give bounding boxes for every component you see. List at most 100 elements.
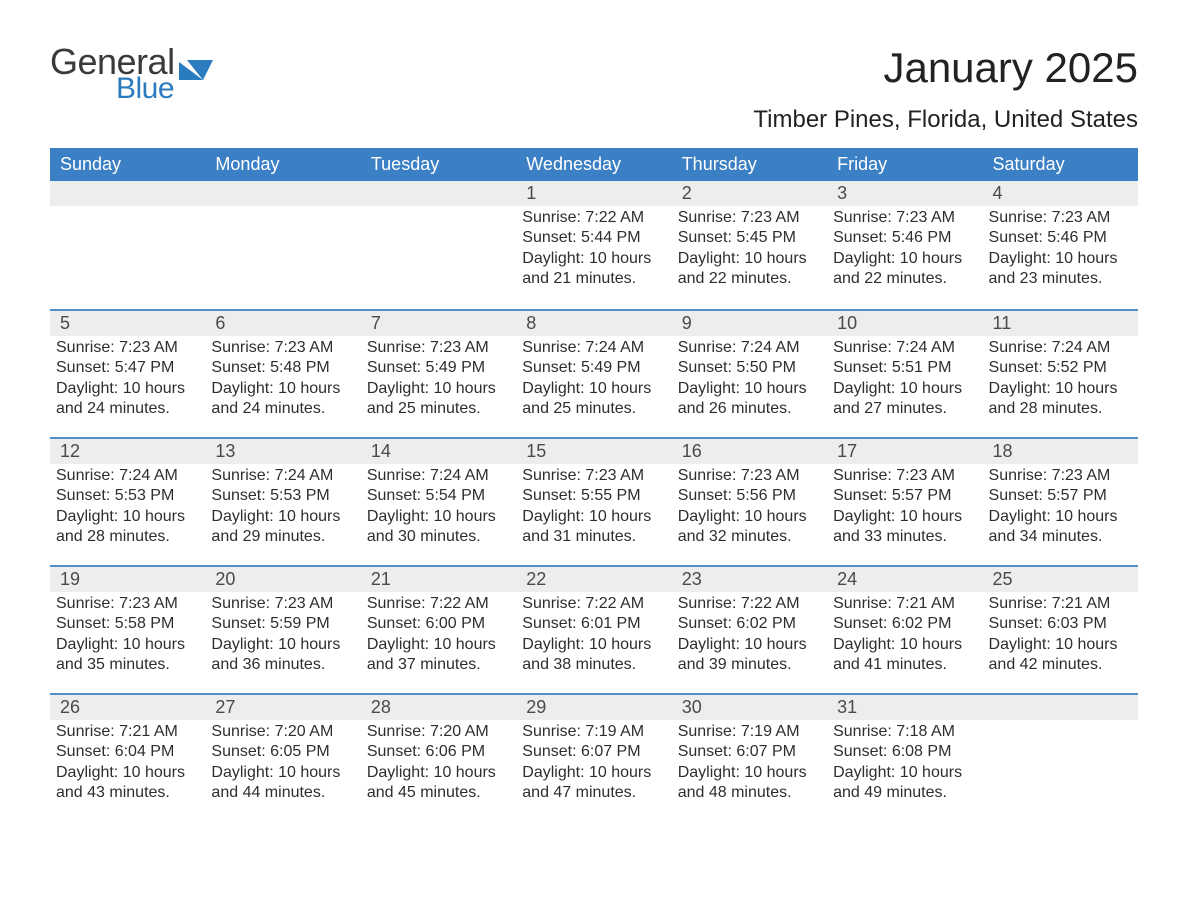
sunrise-line: Sunrise: 7:24 AM [56, 466, 199, 486]
sunrise-line: Sunrise: 7:20 AM [211, 722, 354, 742]
calendar-day: 6Sunrise: 7:23 AMSunset: 5:48 PMDaylight… [205, 311, 360, 437]
calendar-day: 13Sunrise: 7:24 AMSunset: 5:53 PMDayligh… [205, 439, 360, 565]
sunrise-line: Sunrise: 7:24 AM [367, 466, 510, 486]
sunset-line: Sunset: 5:53 PM [56, 486, 199, 506]
sunrise-line: Sunrise: 7:23 AM [211, 338, 354, 358]
calendar-day [361, 181, 516, 309]
daylight-line: Daylight: 10 hours and 22 minutes. [833, 249, 976, 290]
sunset-line: Sunset: 5:58 PM [56, 614, 199, 634]
calendar-day: 20Sunrise: 7:23 AMSunset: 5:59 PMDayligh… [205, 567, 360, 693]
day-body: Sunrise: 7:21 AMSunset: 6:03 PMDaylight:… [983, 592, 1138, 676]
sunrise-line: Sunrise: 7:21 AM [989, 594, 1132, 614]
calendar-day: 8Sunrise: 7:24 AMSunset: 5:49 PMDaylight… [516, 311, 671, 437]
daylight-line: Daylight: 10 hours and 24 minutes. [56, 379, 199, 420]
sunrise-line: Sunrise: 7:22 AM [522, 594, 665, 614]
calendar-day: 28Sunrise: 7:20 AMSunset: 6:06 PMDayligh… [361, 695, 516, 821]
day-body: Sunrise: 7:24 AMSunset: 5:53 PMDaylight:… [50, 464, 205, 548]
sunset-line: Sunset: 6:07 PM [522, 742, 665, 762]
sunrise-line: Sunrise: 7:24 AM [833, 338, 976, 358]
calendar-day: 26Sunrise: 7:21 AMSunset: 6:04 PMDayligh… [50, 695, 205, 821]
calendar-day: 2Sunrise: 7:23 AMSunset: 5:45 PMDaylight… [672, 181, 827, 309]
daylight-line: Daylight: 10 hours and 27 minutes. [833, 379, 976, 420]
day-number: 22 [516, 567, 671, 592]
day-number: 2 [672, 181, 827, 206]
day-number: 1 [516, 181, 671, 206]
day-number: 6 [205, 311, 360, 336]
day-body [361, 206, 516, 208]
calendar-page: General Blue January 2025 Timber Pines, … [0, 0, 1188, 861]
daylight-line: Daylight: 10 hours and 30 minutes. [367, 507, 510, 548]
day-number: 14 [361, 439, 516, 464]
day-number: 3 [827, 181, 982, 206]
day-number: 13 [205, 439, 360, 464]
day-number: 11 [983, 311, 1138, 336]
header: General Blue January 2025 Timber Pines, … [50, 44, 1138, 134]
calendar-week: 12Sunrise: 7:24 AMSunset: 5:53 PMDayligh… [50, 437, 1138, 565]
day-number: 28 [361, 695, 516, 720]
daylight-line: Daylight: 10 hours and 33 minutes. [833, 507, 976, 548]
daylight-line: Daylight: 10 hours and 28 minutes. [56, 507, 199, 548]
calendar-day: 18Sunrise: 7:23 AMSunset: 5:57 PMDayligh… [983, 439, 1138, 565]
sunset-line: Sunset: 6:08 PM [833, 742, 976, 762]
sunrise-line: Sunrise: 7:23 AM [833, 466, 976, 486]
day-body: Sunrise: 7:23 AMSunset: 5:46 PMDaylight:… [827, 206, 982, 290]
day-body: Sunrise: 7:24 AMSunset: 5:51 PMDaylight:… [827, 336, 982, 420]
day-body: Sunrise: 7:24 AMSunset: 5:49 PMDaylight:… [516, 336, 671, 420]
day-number: 20 [205, 567, 360, 592]
sunrise-line: Sunrise: 7:23 AM [56, 594, 199, 614]
day-number: 21 [361, 567, 516, 592]
calendar-day: 30Sunrise: 7:19 AMSunset: 6:07 PMDayligh… [672, 695, 827, 821]
dow-friday: Friday [827, 148, 982, 181]
logo: General Blue [50, 44, 217, 104]
calendar-day [205, 181, 360, 309]
sunrise-line: Sunrise: 7:19 AM [522, 722, 665, 742]
day-body [983, 720, 1138, 722]
sunrise-line: Sunrise: 7:19 AM [678, 722, 821, 742]
sunset-line: Sunset: 5:46 PM [989, 228, 1132, 248]
dow-tuesday: Tuesday [361, 148, 516, 181]
sunrise-line: Sunrise: 7:24 AM [678, 338, 821, 358]
day-number: 4 [983, 181, 1138, 206]
calendar-grid: SundayMondayTuesdayWednesdayThursdayFrid… [50, 148, 1138, 821]
sunrise-line: Sunrise: 7:23 AM [833, 208, 976, 228]
day-body: Sunrise: 7:24 AMSunset: 5:52 PMDaylight:… [983, 336, 1138, 420]
day-number: 12 [50, 439, 205, 464]
daylight-line: Daylight: 10 hours and 39 minutes. [678, 635, 821, 676]
sunrise-line: Sunrise: 7:23 AM [989, 208, 1132, 228]
dow-saturday: Saturday [983, 148, 1138, 181]
calendar-day: 7Sunrise: 7:23 AMSunset: 5:49 PMDaylight… [361, 311, 516, 437]
sunset-line: Sunset: 5:57 PM [833, 486, 976, 506]
sunrise-line: Sunrise: 7:24 AM [522, 338, 665, 358]
day-number: 15 [516, 439, 671, 464]
day-number: 8 [516, 311, 671, 336]
sunset-line: Sunset: 6:03 PM [989, 614, 1132, 634]
calendar-day: 21Sunrise: 7:22 AMSunset: 6:00 PMDayligh… [361, 567, 516, 693]
calendar-day: 3Sunrise: 7:23 AMSunset: 5:46 PMDaylight… [827, 181, 982, 309]
day-number [205, 181, 360, 206]
sunrise-line: Sunrise: 7:18 AM [833, 722, 976, 742]
day-body: Sunrise: 7:24 AMSunset: 5:50 PMDaylight:… [672, 336, 827, 420]
day-number: 25 [983, 567, 1138, 592]
day-number: 29 [516, 695, 671, 720]
sunset-line: Sunset: 5:49 PM [367, 358, 510, 378]
calendar-week: 26Sunrise: 7:21 AMSunset: 6:04 PMDayligh… [50, 693, 1138, 821]
day-number: 31 [827, 695, 982, 720]
daylight-line: Daylight: 10 hours and 43 minutes. [56, 763, 199, 804]
day-body: Sunrise: 7:23 AMSunset: 5:47 PMDaylight:… [50, 336, 205, 420]
daylight-line: Daylight: 10 hours and 31 minutes. [522, 507, 665, 548]
calendar-weeks: 1Sunrise: 7:22 AMSunset: 5:44 PMDaylight… [50, 181, 1138, 821]
sunset-line: Sunset: 5:56 PM [678, 486, 821, 506]
calendar-day: 22Sunrise: 7:22 AMSunset: 6:01 PMDayligh… [516, 567, 671, 693]
daylight-line: Daylight: 10 hours and 36 minutes. [211, 635, 354, 676]
calendar-day: 1Sunrise: 7:22 AMSunset: 5:44 PMDaylight… [516, 181, 671, 309]
calendar-day [50, 181, 205, 309]
sunrise-line: Sunrise: 7:23 AM [678, 466, 821, 486]
page-title: January 2025 [753, 44, 1138, 92]
day-body [205, 206, 360, 208]
sunrise-line: Sunrise: 7:22 AM [522, 208, 665, 228]
sunset-line: Sunset: 6:01 PM [522, 614, 665, 634]
day-body: Sunrise: 7:23 AMSunset: 5:49 PMDaylight:… [361, 336, 516, 420]
calendar-week: 5Sunrise: 7:23 AMSunset: 5:47 PMDaylight… [50, 309, 1138, 437]
sunrise-line: Sunrise: 7:23 AM [211, 594, 354, 614]
calendar-day: 17Sunrise: 7:23 AMSunset: 5:57 PMDayligh… [827, 439, 982, 565]
